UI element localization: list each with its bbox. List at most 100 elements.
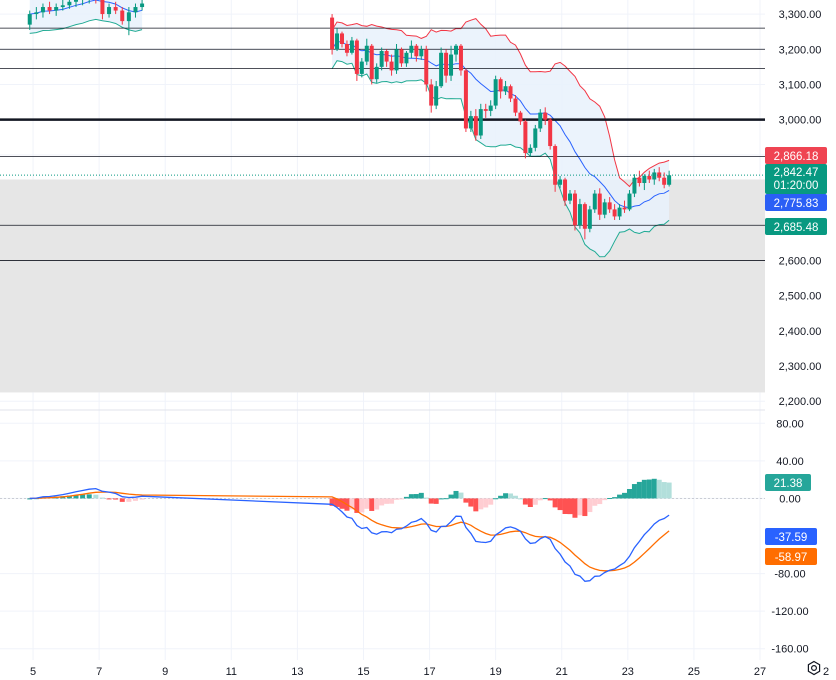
time-tick-label-10: 25 (688, 666, 700, 678)
price-tick-label-2: 3,100.00 (779, 79, 822, 91)
candle-body-47 (473, 116, 478, 136)
candle-body-50 (488, 105, 493, 111)
last-price-value: 2,842.47 (774, 167, 819, 179)
time-tick-label-3: 11 (226, 666, 237, 678)
macd-histogram-bar-69 (582, 498, 588, 517)
candle-body-3 (47, 7, 52, 11)
macd-histogram-bar-12 (106, 498, 112, 500)
time-tick-label-5: 15 (357, 666, 369, 678)
macd-histogram-bar-77 (622, 492, 628, 499)
macd-histogram-bar-16 (132, 498, 138, 501)
candle-body-34 (409, 45, 414, 53)
candle-body-26 (369, 45, 374, 80)
candle-body-74 (607, 202, 612, 210)
macd-histogram-bar-83 (651, 478, 657, 499)
band-fill-b (332, 18, 670, 257)
macd-histogram-bar-54 (508, 493, 514, 499)
macd-histogram-bar-33 (403, 496, 409, 499)
macd-histogram-bar-45 (463, 498, 469, 503)
candle-body-43 (454, 45, 458, 55)
macd-histogram-bar-57 (522, 498, 528, 505)
macd-histogram-bar-68 (577, 498, 583, 516)
macd-histogram-bar-42 (448, 494, 454, 499)
candle-body-49 (483, 109, 488, 111)
candle-body-81 (642, 175, 647, 184)
gear-icon (807, 660, 821, 676)
last-price-badge: 2,842.47 01:20:00 (765, 164, 827, 194)
macd-value: -37.59 (775, 532, 808, 544)
candle-body-37 (424, 49, 429, 85)
macd-histogram-bar-44 (458, 492, 464, 499)
candlesticks (27, 0, 672, 240)
macd-histogram-bar-71 (592, 498, 598, 506)
candle-body-31 (394, 49, 399, 71)
candle-body-78 (627, 193, 632, 210)
macd-histogram-bar-14 (119, 498, 125, 502)
candle-body-14 (120, 10, 125, 22)
macd-pane (0, 422, 765, 650)
candle-body-63 (553, 146, 558, 185)
signal-badge: -58.97 (765, 548, 817, 565)
macd-histogram-bar-43 (453, 490, 459, 499)
macd-histogram-bar-40 (438, 498, 444, 500)
candle-body-52 (498, 79, 503, 92)
upper-band-badge: 2,866.18 (765, 147, 827, 164)
macd-histogram-bar-63 (552, 498, 558, 508)
horizontal-levels (0, 27, 765, 261)
candle-body-75 (612, 209, 617, 217)
macd-histogram-bar-18 (329, 498, 335, 506)
candle-body-38 (429, 84, 434, 106)
bar-countdown: 01:20:00 (774, 180, 819, 192)
macd-histogram-bar-66 (567, 498, 573, 515)
candle-body-1 (34, 12, 39, 15)
candle-body-0 (27, 14, 32, 25)
chart-settings-button[interactable] (804, 658, 824, 678)
macd-tick-label-5: -160.00 (771, 644, 808, 656)
candle-body-35 (414, 45, 419, 57)
macd-histogram-bar-50 (488, 498, 494, 505)
macd-histogram-bar-64 (557, 498, 563, 511)
macd-tick-label-2: 0.00 (779, 493, 800, 505)
macd-histogram-bar-15 (126, 498, 132, 502)
basis-badge: 2,775.83 (765, 194, 827, 211)
candle-body-69 (582, 204, 587, 229)
macd-line (29, 487, 670, 582)
macd-histogram-bar-8 (80, 494, 86, 499)
candle-body-4 (54, 7, 59, 11)
macd-tick-label-0: 80.00 (776, 418, 804, 430)
candle-body-59 (533, 128, 538, 148)
candle-body-56 (518, 112, 523, 122)
candle-body-80 (637, 177, 642, 184)
candle-body-68 (577, 204, 582, 226)
candle-body-23 (354, 40, 359, 74)
macd-histogram-bar-78 (626, 489, 632, 499)
candle-body-7 (74, 0, 78, 2)
lower-band-line-b (331, 60, 670, 258)
signal-line (29, 491, 670, 572)
candle-body-24 (359, 61, 364, 74)
price-pane (0, 0, 827, 660)
macd-histogram-bar-85 (661, 482, 667, 499)
candle-body-72 (597, 193, 602, 215)
macd-histogram-bar-70 (587, 498, 593, 513)
macd-histogram-bar-73 (602, 498, 608, 501)
candle-body-15 (126, 12, 131, 22)
price-tick-label-8: 2,500.00 (779, 291, 822, 303)
macd-histogram-bar-81 (641, 479, 647, 499)
macd-histogram-bar-48 (478, 498, 484, 510)
price-tick-label-0: 3,300.00 (779, 9, 822, 21)
candle-body-41 (444, 52, 449, 76)
candle-body-57 (523, 121, 528, 154)
macd-histogram-bar-17 (139, 498, 145, 500)
macd-histogram-bar-31 (394, 498, 400, 500)
candle-body-71 (592, 193, 597, 210)
macd-histogram-bar-41 (443, 498, 449, 500)
macd-tick-label-1: 40.00 (776, 456, 804, 468)
macd-histogram-bar-65 (562, 498, 568, 514)
candle-body-53 (503, 86, 508, 92)
macd-histogram-bar-7 (73, 495, 79, 499)
time-tick-label-2: 9 (162, 666, 168, 678)
candle-body-20 (340, 33, 344, 44)
price-axis-bg (765, 0, 836, 680)
